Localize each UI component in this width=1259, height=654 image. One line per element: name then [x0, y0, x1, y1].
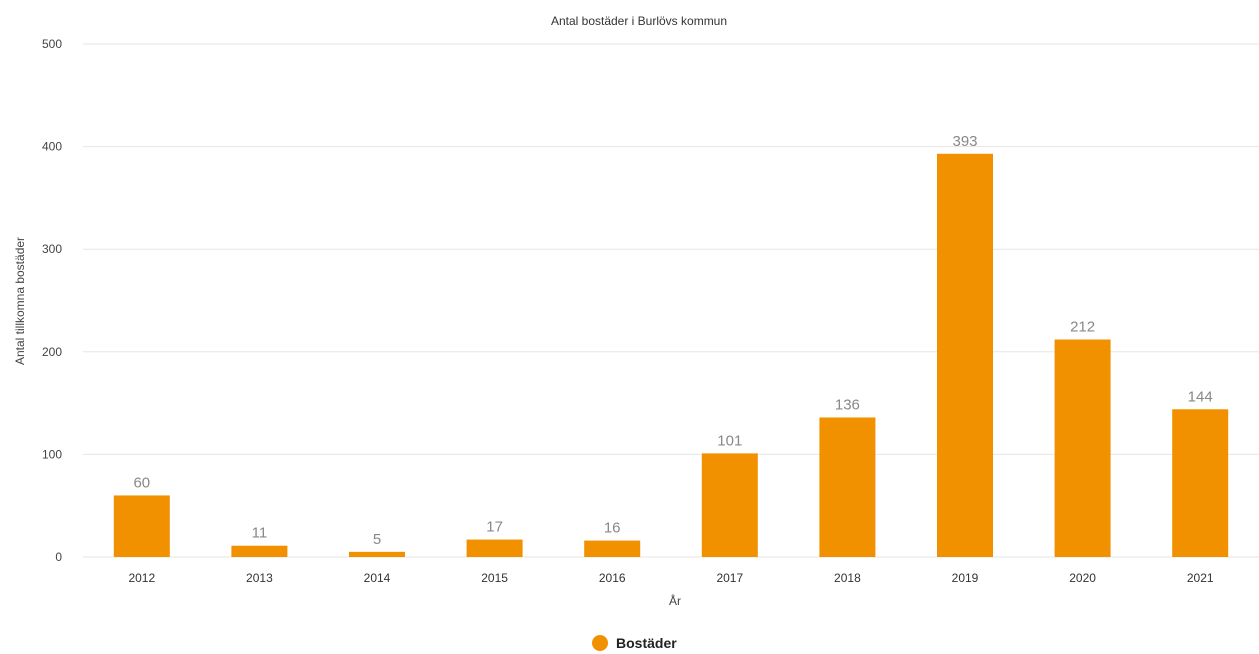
- bar-2020[interactable]: [1054, 339, 1111, 557]
- bar-2015[interactable]: [466, 539, 523, 557]
- chart-title: Antal bostäder i Burlövs kommun: [551, 14, 727, 28]
- x-tick-label: 2020: [1069, 571, 1096, 585]
- bar-2021[interactable]: [1172, 409, 1229, 557]
- x-tick-label: 2017: [716, 571, 743, 585]
- x-tick-label: 2018: [834, 571, 861, 585]
- bar-2014[interactable]: [349, 551, 405, 557]
- x-tick-label: 2019: [952, 571, 979, 585]
- legend-marker: [592, 635, 608, 651]
- x-axis-label: År: [669, 593, 681, 608]
- y-axis-ticks: 0 100 200 300 400 500: [42, 37, 62, 564]
- x-tick-label: 2014: [364, 571, 391, 585]
- data-label: 101: [717, 432, 742, 449]
- legend-label-bostader: Bostäder: [616, 635, 677, 651]
- bar-2012[interactable]: [113, 495, 170, 557]
- data-label: 16: [604, 520, 621, 537]
- bar-2019[interactable]: [937, 153, 993, 558]
- data-label: 11: [252, 525, 268, 542]
- bar-2016[interactable]: [584, 540, 641, 557]
- x-tick-label: 2012: [128, 571, 155, 585]
- y-axis-label: Antal tillkomna bostäder: [13, 237, 27, 365]
- data-label: 144: [1188, 388, 1213, 405]
- y-tick-label: 400: [42, 140, 62, 154]
- x-tick-label: 2016: [599, 571, 626, 585]
- y-tick-label: 300: [42, 242, 62, 256]
- x-axis-ticks: 2012 2013 2014 2015 2016 2017 2018 2019 2020 2021: [128, 571, 1213, 585]
- y-tick-label: 0: [55, 550, 62, 564]
- bars: [113, 153, 1229, 558]
- data-label: 393: [952, 133, 977, 150]
- y-tick-label: 200: [42, 345, 62, 359]
- x-tick-label: 2015: [481, 571, 508, 585]
- y-tick-label: 100: [42, 447, 62, 461]
- data-label: 17: [486, 519, 503, 536]
- data-label: 212: [1070, 318, 1095, 335]
- data-label: 136: [835, 396, 860, 413]
- bar-2013[interactable]: [231, 545, 288, 557]
- legend[interactable]: Bostäder: [592, 635, 677, 651]
- data-label: 5: [373, 531, 381, 548]
- data-label: 60: [133, 474, 150, 491]
- x-tick-label: 2013: [246, 571, 273, 585]
- data-labels: 60 11 5 17 16 101 136 393 212 144: [133, 133, 1212, 548]
- x-tick-label: 2021: [1187, 571, 1214, 585]
- bar-2017[interactable]: [701, 453, 758, 557]
- bar-2018[interactable]: [819, 417, 876, 557]
- y-tick-label: 500: [42, 37, 62, 51]
